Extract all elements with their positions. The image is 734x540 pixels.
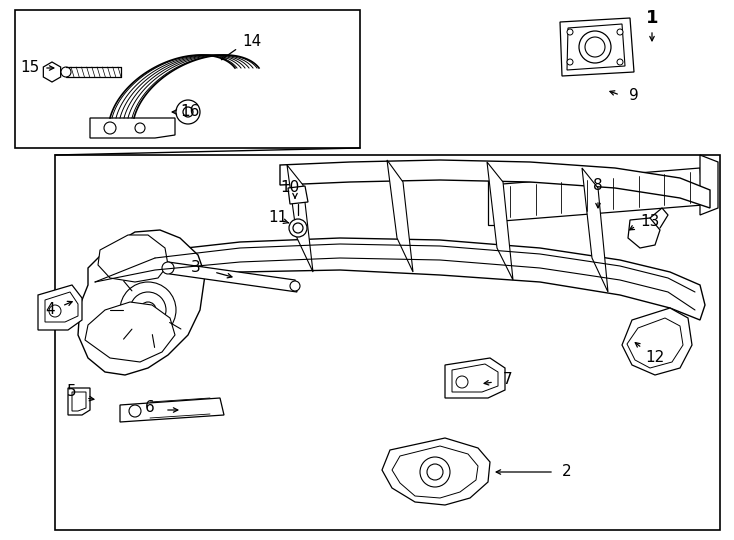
Circle shape	[420, 457, 450, 487]
Circle shape	[456, 376, 468, 388]
Polygon shape	[168, 262, 297, 292]
Circle shape	[130, 292, 166, 328]
Polygon shape	[120, 398, 224, 422]
Circle shape	[427, 464, 443, 480]
Polygon shape	[387, 160, 413, 272]
Polygon shape	[85, 302, 175, 362]
Polygon shape	[560, 18, 634, 76]
Text: 6: 6	[145, 401, 155, 415]
Circle shape	[617, 29, 623, 35]
Polygon shape	[90, 238, 705, 320]
Circle shape	[120, 282, 176, 338]
Circle shape	[617, 59, 623, 65]
Polygon shape	[90, 118, 175, 138]
Polygon shape	[628, 218, 660, 248]
Text: 1: 1	[646, 9, 658, 27]
Text: 5: 5	[68, 384, 77, 400]
Text: 8: 8	[593, 178, 603, 192]
Polygon shape	[488, 180, 500, 225]
Circle shape	[140, 302, 156, 318]
Polygon shape	[288, 186, 308, 204]
Polygon shape	[567, 24, 625, 70]
Circle shape	[290, 281, 300, 291]
Text: 7: 7	[504, 373, 513, 388]
Text: 16: 16	[181, 105, 200, 119]
Circle shape	[293, 223, 303, 233]
Polygon shape	[622, 308, 692, 375]
Polygon shape	[445, 358, 505, 398]
Polygon shape	[490, 168, 703, 222]
Text: 9: 9	[629, 87, 639, 103]
Circle shape	[162, 262, 174, 274]
Circle shape	[61, 67, 71, 77]
Text: 3: 3	[191, 260, 201, 275]
Text: 12: 12	[645, 350, 664, 366]
Text: 4: 4	[46, 302, 55, 318]
Circle shape	[104, 122, 116, 134]
Text: 15: 15	[21, 60, 40, 76]
Polygon shape	[45, 292, 78, 322]
Text: 2: 2	[562, 464, 572, 480]
Polygon shape	[72, 392, 86, 411]
Polygon shape	[287, 165, 313, 272]
Circle shape	[289, 219, 307, 237]
Text: 13: 13	[640, 214, 660, 230]
Polygon shape	[382, 438, 490, 505]
Circle shape	[567, 59, 573, 65]
Circle shape	[129, 405, 141, 417]
Circle shape	[135, 123, 145, 133]
Circle shape	[585, 37, 605, 57]
Circle shape	[183, 107, 193, 117]
Polygon shape	[452, 364, 498, 392]
Polygon shape	[280, 160, 710, 208]
Polygon shape	[68, 388, 90, 415]
Polygon shape	[700, 155, 718, 215]
Circle shape	[567, 29, 573, 35]
Polygon shape	[43, 62, 61, 82]
Polygon shape	[487, 162, 513, 280]
Polygon shape	[78, 230, 205, 375]
Polygon shape	[98, 235, 168, 282]
Polygon shape	[627, 318, 683, 368]
Text: 10: 10	[280, 180, 299, 195]
Polygon shape	[38, 285, 82, 330]
Circle shape	[49, 305, 61, 317]
Text: 14: 14	[242, 35, 261, 50]
Polygon shape	[582, 168, 608, 292]
Circle shape	[579, 31, 611, 63]
Polygon shape	[392, 446, 478, 498]
Text: 11: 11	[269, 211, 288, 226]
Circle shape	[176, 100, 200, 124]
